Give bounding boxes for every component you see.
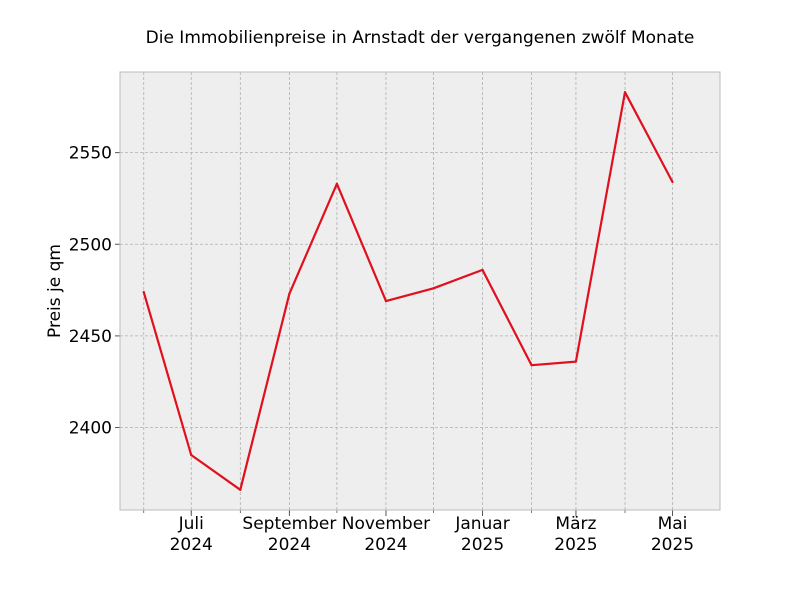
data-point-2024-10 (335, 182, 338, 185)
x-tick-label-month: September (242, 514, 336, 534)
x-tick-label-month: Mai (658, 514, 688, 534)
data-point-2024-08 (239, 488, 242, 491)
y-tick-label: 2400 (69, 419, 112, 439)
x-tick-label-month: März (555, 514, 596, 534)
data-point-2025-01 (481, 268, 484, 272)
chart-title: Die Immobilienpreise in Arnstadt der ver… (146, 28, 695, 48)
x-tick-label-year: 2025 (461, 535, 504, 555)
x-axis-ticks: Juli2024September2024November2024Januar2… (170, 510, 694, 555)
data-point-2025-03 (574, 360, 578, 363)
data-point-2025-05 (671, 180, 674, 184)
y-tick-label: 2450 (69, 327, 112, 347)
y-axis-label: Preis je qm (45, 244, 65, 338)
data-point-2025-04 (623, 91, 627, 94)
grid-lines (120, 72, 720, 510)
data-point-2024-07 (190, 453, 193, 457)
x-tick-label-year: 2025 (554, 535, 597, 555)
x-tick-label-month: Juli (178, 514, 204, 534)
plot-frame (119, 71, 721, 511)
data-point-2024-11 (384, 299, 388, 303)
data-points (142, 91, 674, 491)
y-axis-ticks: 2400 2450 2500 2550 (69, 144, 120, 439)
y-tick-label: 2500 (69, 235, 112, 255)
x-tick-label-month: Januar (454, 514, 509, 534)
x-tick-label-year: 2024 (268, 535, 311, 555)
x-tick-label-year: 2024 (170, 535, 213, 555)
data-point-2024-09 (288, 292, 291, 295)
y-tick-label: 2550 (69, 144, 112, 164)
x-tick-label-year: 2024 (364, 535, 407, 555)
data-point-2024-06 (142, 290, 145, 294)
data-point-2025-02 (530, 364, 533, 367)
x-tick-label-month: November (342, 514, 430, 534)
x-tick-label-year: 2025 (651, 535, 694, 555)
data-point-2024-12 (432, 287, 435, 290)
series-line-price (142, 91, 674, 491)
